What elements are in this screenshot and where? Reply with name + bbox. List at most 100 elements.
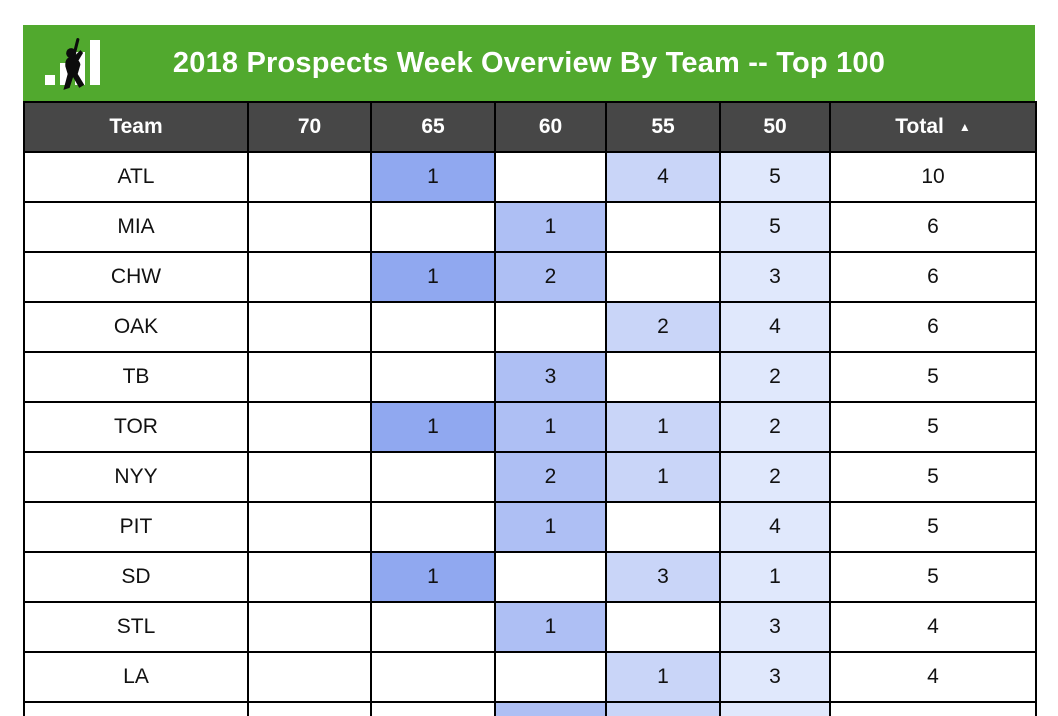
table-row: TB 3 2 5 bbox=[23, 351, 1037, 403]
table-row: TOR 1 1 1 2 5 bbox=[23, 401, 1037, 453]
table-row: NYY 2 1 2 5 bbox=[23, 451, 1037, 503]
grade-70-cell bbox=[247, 701, 372, 716]
grade-50-cell: 3 bbox=[719, 651, 831, 703]
grade-50-cell bbox=[719, 701, 831, 716]
team-cell: SD bbox=[23, 551, 249, 603]
page-title: 2018 Prospects Week Overview By Team -- … bbox=[172, 46, 886, 79]
grade-65-cell bbox=[370, 501, 496, 553]
grade-55-cell bbox=[605, 701, 721, 716]
grade-70-cell bbox=[247, 501, 372, 553]
grade-50-cell: 2 bbox=[719, 451, 831, 503]
grade-50-cell: 5 bbox=[719, 201, 831, 253]
table-row-partial bbox=[23, 701, 1037, 716]
total-cell: 5 bbox=[829, 501, 1037, 553]
grade-50-cell: 4 bbox=[719, 501, 831, 553]
table-row: OAK 2 4 6 bbox=[23, 301, 1037, 353]
grade-50-cell: 5 bbox=[719, 151, 831, 203]
grade-70-cell bbox=[247, 651, 372, 703]
grade-55-cell: 1 bbox=[605, 401, 721, 453]
table-row: ATL 1 4 5 10 bbox=[23, 151, 1037, 203]
grade-60-cell: 3 bbox=[494, 351, 607, 403]
grade-70-cell bbox=[247, 301, 372, 353]
grade-60-cell bbox=[494, 301, 607, 353]
prospects-table: Team 70 65 60 55 50 Total ▲ ATL 1 bbox=[23, 101, 1037, 716]
grade-65-cell bbox=[370, 451, 496, 503]
grade-70-cell bbox=[247, 401, 372, 453]
grade-65-cell bbox=[370, 301, 496, 353]
grade-55-cell bbox=[605, 501, 721, 553]
grade-50-cell: 4 bbox=[719, 301, 831, 353]
grade-70-cell bbox=[247, 351, 372, 403]
column-header-total[interactable]: Total ▲ bbox=[829, 101, 1037, 153]
team-cell: NYY bbox=[23, 451, 249, 503]
batter-silhouette bbox=[63, 38, 85, 90]
table-row: LA 1 3 4 bbox=[23, 651, 1037, 703]
grade-65-cell bbox=[370, 201, 496, 253]
grade-55-cell: 2 bbox=[605, 301, 721, 353]
grade-70-cell bbox=[247, 451, 372, 503]
grade-60-cell bbox=[494, 701, 607, 716]
column-header-55[interactable]: 55 bbox=[605, 101, 721, 153]
grade-65-cell: 1 bbox=[370, 551, 496, 603]
grade-50-cell: 1 bbox=[719, 551, 831, 603]
grade-60-cell: 1 bbox=[494, 401, 607, 453]
column-header-65[interactable]: 65 bbox=[370, 101, 496, 153]
grade-50-cell: 2 bbox=[719, 401, 831, 453]
grade-70-cell bbox=[247, 551, 372, 603]
app-banner: 2018 Prospects Week Overview By Team -- … bbox=[23, 25, 1035, 101]
grade-60-cell: 2 bbox=[494, 251, 607, 303]
grade-55-cell bbox=[605, 351, 721, 403]
total-cell: 5 bbox=[829, 551, 1037, 603]
grade-65-cell: 1 bbox=[370, 251, 496, 303]
batter-stats-icon bbox=[45, 38, 123, 90]
grade-50-cell: 2 bbox=[719, 351, 831, 403]
column-header-70[interactable]: 70 bbox=[247, 101, 372, 153]
grade-65-cell bbox=[370, 701, 496, 716]
total-cell: 6 bbox=[829, 201, 1037, 253]
table-row: STL 1 3 4 bbox=[23, 601, 1037, 653]
grade-65-cell: 1 bbox=[370, 151, 496, 203]
sort-ascending-icon[interactable]: ▲ bbox=[958, 120, 971, 134]
team-cell: TOR bbox=[23, 401, 249, 453]
grade-55-cell bbox=[605, 251, 721, 303]
team-cell: MIA bbox=[23, 201, 249, 253]
grade-55-cell: 1 bbox=[605, 651, 721, 703]
grade-70-cell bbox=[247, 601, 372, 653]
grade-60-cell: 1 bbox=[494, 201, 607, 253]
column-header-team[interactable]: Team bbox=[23, 101, 249, 153]
grade-55-cell: 4 bbox=[605, 151, 721, 203]
grade-60-cell bbox=[494, 551, 607, 603]
table-row: PIT 1 4 5 bbox=[23, 501, 1037, 553]
grade-55-cell bbox=[605, 601, 721, 653]
grade-70-cell bbox=[247, 201, 372, 253]
grade-55-cell: 3 bbox=[605, 551, 721, 603]
table-row: SD 1 3 1 5 bbox=[23, 551, 1037, 603]
team-cell bbox=[23, 701, 249, 716]
total-cell: 5 bbox=[829, 351, 1037, 403]
grade-65-cell bbox=[370, 351, 496, 403]
grade-65-cell: 1 bbox=[370, 401, 496, 453]
grade-60-cell: 2 bbox=[494, 451, 607, 503]
grade-60-cell bbox=[494, 151, 607, 203]
team-cell: LA bbox=[23, 651, 249, 703]
grade-60-cell: 1 bbox=[494, 601, 607, 653]
grade-50-cell: 3 bbox=[719, 601, 831, 653]
bar-chart-glyph bbox=[45, 40, 100, 85]
column-header-60[interactable]: 60 bbox=[494, 101, 607, 153]
grade-55-cell bbox=[605, 201, 721, 253]
total-cell: 6 bbox=[829, 301, 1037, 353]
total-cell bbox=[829, 701, 1037, 716]
total-cell: 5 bbox=[829, 451, 1037, 503]
team-cell: CHW bbox=[23, 251, 249, 303]
table-row: MIA 1 5 6 bbox=[23, 201, 1037, 253]
total-cell: 4 bbox=[829, 651, 1037, 703]
team-cell: ATL bbox=[23, 151, 249, 203]
total-cell: 5 bbox=[829, 401, 1037, 453]
grade-70-cell bbox=[247, 151, 372, 203]
grade-60-cell: 1 bbox=[494, 501, 607, 553]
table-row: CHW 1 2 3 6 bbox=[23, 251, 1037, 303]
total-header-label: Total bbox=[895, 115, 944, 138]
column-header-50[interactable]: 50 bbox=[719, 101, 831, 153]
team-cell: TB bbox=[23, 351, 249, 403]
